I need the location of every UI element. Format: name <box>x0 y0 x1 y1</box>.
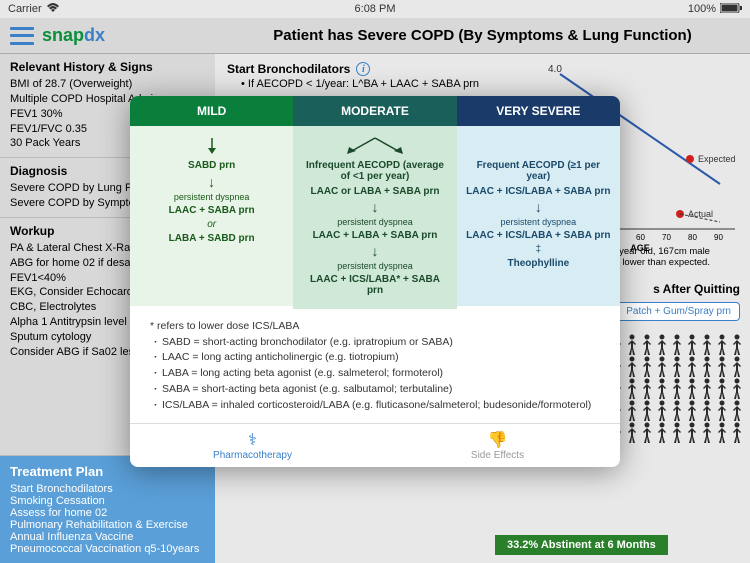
footnote-item: LAAC = long acting anticholinergic (e.g.… <box>150 350 600 366</box>
pill-icon: ⚕ <box>136 430 369 450</box>
col-header-moderate: MODERATE <box>293 96 456 126</box>
modal-overlay: MILD SABD prn ↓persistent dyspnea LAAC +… <box>0 0 750 563</box>
col-header-mild: MILD <box>130 96 293 126</box>
footnote-item: LABA = long acting beta agonist (e.g. sa… <box>150 366 600 382</box>
modal-tabs: ⚕ Pharmacotherapy 👎 Side Effects <box>130 423 620 467</box>
footnote-item: SABD = short-acting bronchodilator (e.g.… <box>150 335 600 351</box>
pharmacotherapy-modal: MILD SABD prn ↓persistent dyspnea LAAC +… <box>130 96 620 468</box>
footnote-item: SABA = short-acting beta agonist (e.g. s… <box>150 382 600 398</box>
tab-side-effects[interactable]: 👎 Side Effects <box>375 424 620 467</box>
tab-pharmacotherapy[interactable]: ⚕ Pharmacotherapy <box>130 424 375 467</box>
col-subtitle: SABD prn <box>138 160 285 171</box>
footnote-lead: * refers to lower dose ICS/LABA <box>150 319 600 335</box>
thumb-icon: 👎 <box>381 430 614 450</box>
footnote-item: ICS/LABA = inhaled corticosteroid/LABA (… <box>150 398 600 414</box>
col-subtitle: Frequent AECOPD (≥1 per year) <box>465 160 612 182</box>
col-header-severe: VERY SEVERE <box>457 96 620 126</box>
col-subtitle: Infrequent AECOPD (average of <1 per yea… <box>301 160 448 182</box>
modal-footnotes: * refers to lower dose ICS/LABA SABD = s… <box>130 309 620 424</box>
